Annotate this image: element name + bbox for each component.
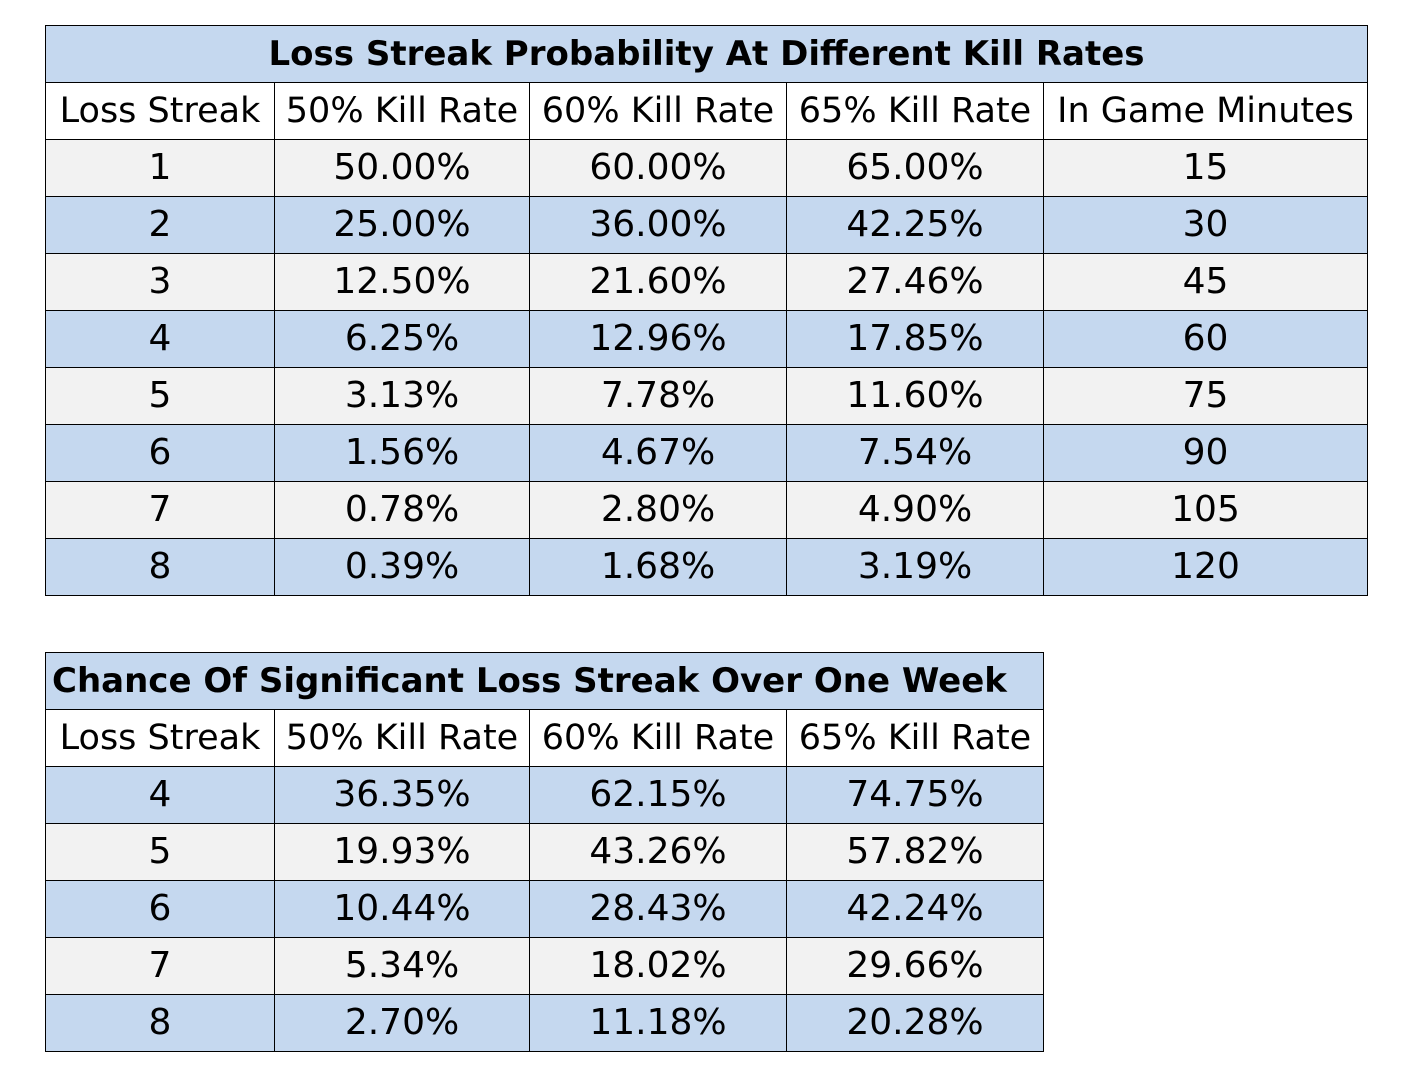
table-cell: 3.19% [786, 538, 1044, 596]
table-cell: 5 [45, 823, 275, 881]
header-row: Loss Streak 50% Kill Rate 60% Kill Rate … [45, 709, 1044, 767]
table-row: 5 3.13% 7.78% 11.60% 75 [45, 367, 1369, 425]
table-cell: 36.00% [529, 196, 787, 254]
weekly-loss-streak-table: Chance Of Significant Loss Streak Over O… [45, 652, 1044, 1052]
table-cell: 30 [1042, 196, 1369, 254]
table-cell: 0.78% [274, 481, 530, 539]
table-cell: 2 [45, 196, 275, 254]
kill-rate-probability-table: Loss Streak Probability At Different Kil… [44, 25, 1369, 596]
table-cell: 11.18% [529, 994, 787, 1052]
column-header: Loss Streak [45, 709, 275, 767]
column-header: 60% Kill Rate [529, 82, 787, 140]
table-title-row: Chance Of Significant Loss Streak Over O… [45, 652, 1044, 710]
table-cell: 10.44% [274, 880, 530, 938]
table-cell: 90 [1042, 424, 1369, 482]
table-row: 6 10.44% 28.43% 42.24% [45, 880, 1044, 938]
table-cell: 4 [45, 310, 275, 368]
table-cell: 18.02% [529, 937, 787, 995]
table-title-row: Loss Streak Probability At Different Kil… [44, 25, 1369, 83]
table-cell: 105 [1042, 481, 1369, 539]
column-header: 65% Kill Rate [786, 82, 1044, 140]
table-cell: 20.28% [786, 994, 1044, 1052]
table-cell: 6 [45, 424, 275, 482]
table-cell: 1.68% [529, 538, 787, 596]
table-cell: 7 [45, 937, 275, 995]
table-cell: 2.70% [274, 994, 530, 1052]
column-header: Loss Streak [45, 82, 275, 140]
table-cell: 1.56% [274, 424, 530, 482]
table-cell: 57.82% [786, 823, 1044, 881]
table-row: 8 0.39% 1.68% 3.19% 120 [45, 538, 1369, 596]
table-cell: 1 [45, 139, 275, 197]
table-cell: 75 [1042, 367, 1369, 425]
table-cell: 7.78% [529, 367, 787, 425]
table-cell: 60 [1042, 310, 1369, 368]
table-title: Loss Streak Probability At Different Kil… [44, 25, 1369, 83]
table-cell: 5.34% [274, 937, 530, 995]
table-cell: 27.46% [786, 253, 1044, 311]
column-header: 50% Kill Rate [274, 709, 530, 767]
table-cell: 45 [1042, 253, 1369, 311]
table-cell: 19.93% [274, 823, 530, 881]
table-cell: 4.67% [529, 424, 787, 482]
table-row: 4 6.25% 12.96% 17.85% 60 [45, 310, 1369, 368]
table-cell: 6.25% [274, 310, 530, 368]
table-cell: 65.00% [786, 139, 1044, 197]
table-cell: 43.26% [529, 823, 787, 881]
column-header: 65% Kill Rate [786, 709, 1044, 767]
table-row: 2 25.00% 36.00% 42.25% 30 [45, 196, 1369, 254]
column-header: In Game Minutes [1042, 82, 1369, 140]
table-cell: 7 [45, 481, 275, 539]
table-cell: 7.54% [786, 424, 1044, 482]
table-cell: 42.25% [786, 196, 1044, 254]
table-row: 4 36.35% 62.15% 74.75% [45, 766, 1044, 824]
table-cell: 3.13% [274, 367, 530, 425]
table-cell: 60.00% [529, 139, 787, 197]
table-title: Chance Of Significant Loss Streak Over O… [45, 652, 1044, 710]
table-cell: 15 [1042, 139, 1369, 197]
table-cell: 2.80% [529, 481, 787, 539]
table-cell: 12.96% [529, 310, 787, 368]
table-cell: 6 [45, 880, 275, 938]
table-cell: 4.90% [786, 481, 1044, 539]
table-row: 7 5.34% 18.02% 29.66% [45, 937, 1044, 995]
header-row: Loss Streak 50% Kill Rate 60% Kill Rate … [45, 82, 1369, 140]
table-cell: 42.24% [786, 880, 1044, 938]
table-cell: 11.60% [786, 367, 1044, 425]
table-row: 1 50.00% 60.00% 65.00% 15 [45, 139, 1369, 197]
table-cell: 8 [45, 538, 275, 596]
table-cell: 8 [45, 994, 275, 1052]
table-cell: 28.43% [529, 880, 787, 938]
column-header: 60% Kill Rate [529, 709, 787, 767]
column-header: 50% Kill Rate [274, 82, 530, 140]
table-cell: 74.75% [786, 766, 1044, 824]
table-cell: 12.50% [274, 253, 530, 311]
table-cell: 4 [45, 766, 275, 824]
table-cell: 17.85% [786, 310, 1044, 368]
table-cell: 29.66% [786, 937, 1044, 995]
table-cell: 5 [45, 367, 275, 425]
table-row: 8 2.70% 11.18% 20.28% [45, 994, 1044, 1052]
table-cell: 36.35% [274, 766, 530, 824]
table-cell: 25.00% [274, 196, 530, 254]
table-row: 3 12.50% 21.60% 27.46% 45 [45, 253, 1369, 311]
table-cell: 50.00% [274, 139, 530, 197]
table-cell: 62.15% [529, 766, 787, 824]
table-cell: 3 [45, 253, 275, 311]
table-row: 6 1.56% 4.67% 7.54% 90 [45, 424, 1369, 482]
table-cell: 0.39% [274, 538, 530, 596]
table-row: 7 0.78% 2.80% 4.90% 105 [45, 481, 1369, 539]
table-cell: 21.60% [529, 253, 787, 311]
table-row: 5 19.93% 43.26% 57.82% [45, 823, 1044, 881]
table-cell: 120 [1042, 538, 1369, 596]
